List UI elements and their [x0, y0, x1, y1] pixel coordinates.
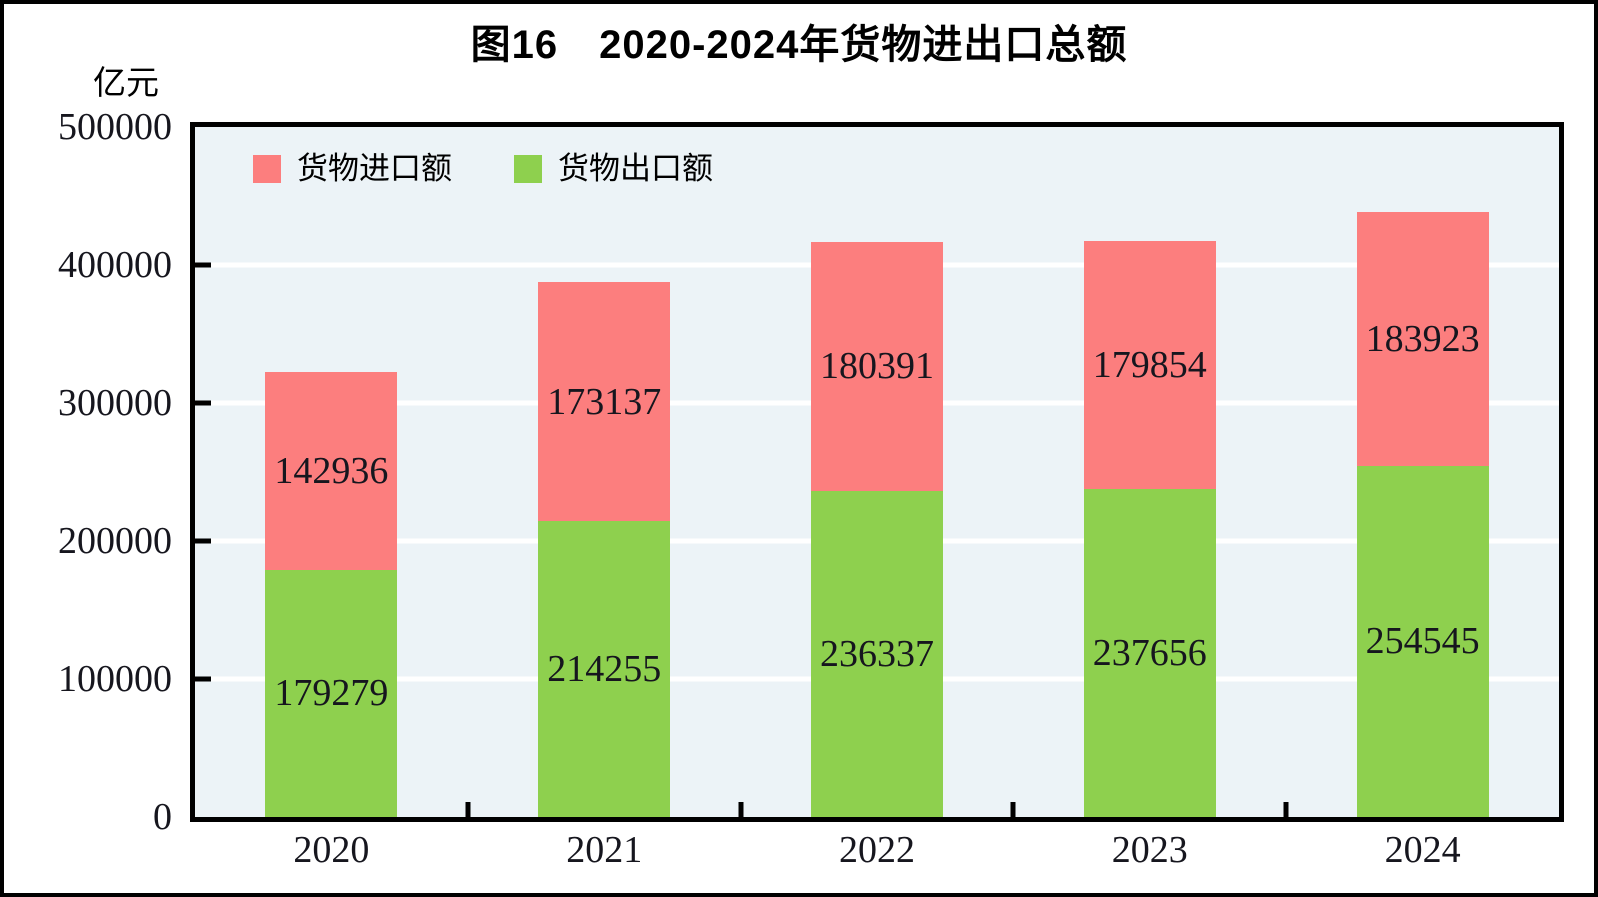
plot-area: 179279 142936 214255 173137 236337 180391 2376… — [190, 122, 1564, 822]
legend-swatch-import — [253, 154, 281, 183]
x-axis-tick — [1283, 802, 1289, 817]
y-axis-unit-label: 亿元 — [93, 64, 159, 101]
x-axis-labels: 2020 2021 2022 2023 2024 — [195, 829, 1559, 878]
bar-segment-货物出口额: 214255 — [538, 521, 671, 817]
bar-slot: 237656 179854 — [1013, 127, 1286, 817]
bar-value-label: 180391 — [819, 345, 934, 388]
y-axis-tick — [195, 400, 211, 406]
x-axis-tick-label: 2021 — [566, 829, 643, 871]
bar-segment-货物进口额: 142936 — [265, 372, 398, 570]
bar-slot: 179279 142936 — [195, 127, 468, 817]
y-axis-tick-label: 400000 — [58, 244, 172, 286]
bar-value-label: 179854 — [1092, 343, 1207, 386]
bar-value-label: 237656 — [1092, 632, 1207, 675]
y-axis-tick — [195, 538, 211, 544]
bar-value-label: 183923 — [1365, 317, 1480, 360]
x-axis-tick — [1010, 802, 1016, 817]
legend-item-export: 货物出口额 — [514, 153, 713, 184]
legend: 货物进口额 货物出口额 — [253, 153, 713, 184]
y-axis-tick-label: 100000 — [58, 658, 172, 700]
bar-value-label: 142936 — [274, 449, 389, 492]
y-axis-tick-label: 500000 — [58, 106, 172, 148]
bar-value-label: 254545 — [1365, 620, 1480, 663]
y-axis-tick — [195, 262, 211, 268]
y-axis-tick-label: 200000 — [58, 520, 172, 562]
bar-segment-货物进口额: 173137 — [538, 282, 671, 522]
bar-value-label: 236337 — [819, 632, 934, 675]
x-axis-tick — [738, 802, 744, 817]
bar-segment-货物进口额: 180391 — [810, 241, 943, 491]
y-axis-labels: 0 100000 200000 300000 400000 500000 — [32, 108, 172, 836]
legend-item-import: 货物进口额 — [253, 153, 452, 184]
bar-segment-货物出口额: 179279 — [265, 569, 398, 817]
y-axis-tick-label: 300000 — [58, 382, 172, 424]
legend-label-import: 货物进口额 — [297, 151, 452, 186]
bar-slot: 236337 180391 — [741, 127, 1014, 817]
bar-slot: 214255 173137 — [468, 127, 741, 817]
bar-segment-货物出口额: 254545 — [1356, 465, 1489, 817]
x-axis-tick-label: 2023 — [1111, 829, 1188, 871]
bar-segment-货物进口额: 179854 — [1083, 240, 1216, 490]
bar-segment-货物进口额: 183923 — [1356, 211, 1489, 466]
x-axis-tick-label: 2022 — [838, 829, 915, 871]
x-axis-tick-label: 2024 — [1384, 829, 1461, 871]
chart-title: 图16 2020-2024年货物进出口总额 — [470, 23, 1128, 67]
x-axis-tick-label: 2020 — [293, 829, 370, 871]
bar-value-label: 173137 — [547, 380, 662, 423]
legend-swatch-export — [514, 154, 542, 183]
legend-label-export: 货物出口额 — [558, 151, 713, 186]
bar-value-label: 214255 — [547, 648, 662, 691]
x-axis-tick — [465, 802, 471, 817]
bar-value-label: 179279 — [274, 672, 389, 715]
bar-slot: 254545 183923 — [1286, 127, 1559, 817]
bar-segment-货物出口额: 236337 — [810, 490, 943, 817]
bar-segment-货物出口额: 237656 — [1083, 489, 1216, 817]
y-axis-tick-label: 0 — [153, 796, 172, 838]
y-axis-tick — [195, 676, 211, 682]
